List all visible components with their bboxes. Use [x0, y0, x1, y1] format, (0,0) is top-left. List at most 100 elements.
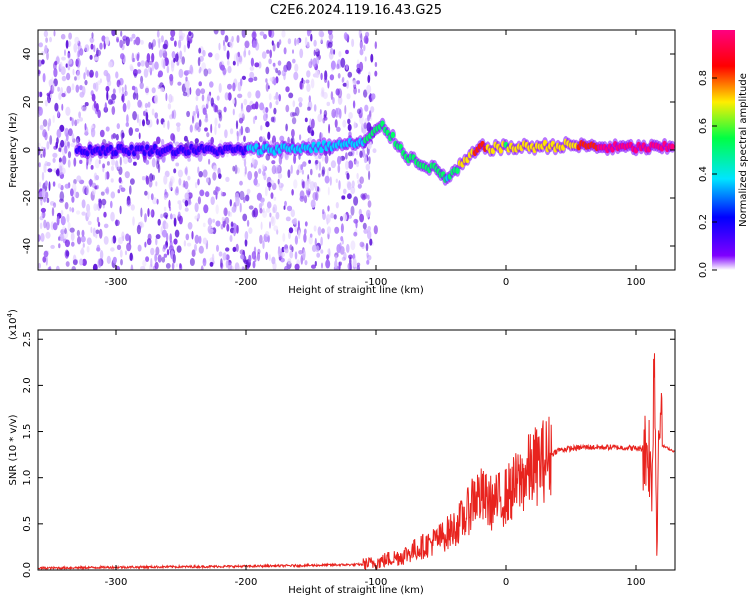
spectrogram-cell: [174, 229, 180, 238]
spectrogram-cell: [107, 79, 112, 87]
spectrogram-cell: [320, 236, 323, 246]
spectrogram-cell: [300, 164, 304, 171]
spectrogram-cell: [214, 53, 220, 61]
spectrogram-cell: [272, 62, 276, 67]
spectrogram-cell: [326, 101, 331, 107]
spectrogram-cell: [251, 103, 257, 110]
spectrogram-cell: [275, 164, 280, 173]
spectrogram-cell: [118, 177, 122, 184]
spectrogram-cell: [86, 246, 90, 253]
y-tick-label: 40: [22, 48, 33, 61]
spectrogram-cell: [240, 108, 245, 118]
spectrogram-cell: [261, 136, 266, 142]
spectrogram-cell: [110, 247, 115, 252]
spectrogram-cell: [346, 172, 350, 180]
spectrogram-cell: [57, 183, 62, 189]
spectrogram-cell: [59, 198, 64, 203]
spectrogram-cell: [184, 200, 189, 207]
spectrogram-cell: [262, 210, 268, 218]
spectrogram-cell: [351, 180, 355, 189]
spectrogram-cell: [250, 57, 254, 67]
spectrogram-cell: [179, 263, 182, 269]
x-tick-label: -100: [365, 277, 388, 288]
spectrogram-cell: [277, 60, 282, 66]
spectrogram-cell: [89, 178, 93, 187]
spectrogram-cell: [370, 53, 374, 63]
spectrogram-cell: [61, 92, 66, 98]
spectrogram-cell: [266, 182, 272, 188]
spectrogram-cell: [252, 260, 256, 269]
spectrogram-cell: [148, 179, 153, 188]
spectrogram-cell: [232, 82, 236, 92]
spectrogram-cell: [285, 86, 290, 93]
y-tick-label: 0: [22, 147, 33, 153]
spectrogram-cell: [126, 114, 129, 124]
spectrogram-cell: [330, 91, 334, 101]
spectrogram-cell: [260, 125, 263, 131]
spectrogram-cell: [166, 65, 170, 74]
spectrogram-cell: [304, 221, 308, 227]
spectrogram-cell: [46, 197, 50, 203]
spectrogram-cell: [265, 121, 270, 128]
spectrogram-cell: [40, 232, 45, 242]
spectrogram-cell: [209, 261, 214, 267]
spectrogram-cell: [292, 58, 296, 64]
spectrogram-cell: [106, 255, 111, 264]
spectrogram-cell: [359, 176, 365, 184]
spectrogram-cell: [60, 209, 64, 216]
spectrogram-cell: [359, 39, 363, 50]
spectrogram-cell: [86, 210, 91, 218]
spectrogram-cell: [252, 40, 258, 48]
spectrogram-cell: [145, 85, 150, 96]
spectrogram-cell: [206, 177, 209, 183]
spectrogram-cell: [182, 91, 188, 97]
spectrogram-cell: [208, 52, 213, 58]
spectrogram-cell: [99, 78, 102, 83]
spectrogram-cell: [160, 87, 165, 93]
spectrogram-cell: [244, 231, 249, 241]
spectrogram-cell: [285, 123, 288, 132]
spectrogram-cell: [42, 256, 47, 263]
spectrogram-cell: [332, 97, 335, 105]
spectrogram-cell: [155, 181, 158, 187]
spectrogram-cell: [254, 62, 260, 68]
spectrogram-cell: [360, 33, 363, 42]
spectrogram-cell: [259, 197, 265, 203]
spectrogram-cell: [67, 52, 71, 59]
snr-x-ticks: -300 -200 -100 0 100: [105, 330, 646, 588]
spectrogram-cell: [102, 163, 106, 169]
spectrogram-cell: [179, 50, 183, 60]
spectrogram-cell: [357, 88, 361, 94]
spectrogram-cell: [64, 183, 70, 189]
spectrogram-cell: [322, 91, 328, 100]
spectrogram-cell: [234, 164, 238, 175]
spectrogram-cell: [201, 94, 205, 102]
spectrogram-cell: [81, 86, 86, 96]
spectrogram-cell: [227, 92, 232, 101]
spectrogram-cell: [57, 110, 60, 117]
spectrogram-cell: [216, 95, 220, 101]
spectrogram-cell: [308, 60, 312, 67]
spectrogram-cell: [344, 105, 347, 115]
spectrogram-cell: [163, 206, 167, 212]
spectrogram-cell: [215, 204, 219, 215]
spectrogram-cell: [347, 71, 353, 78]
spectrogram-cell: [243, 197, 246, 203]
spectrogram-cell: [145, 159, 150, 165]
spectrogram-cell: [150, 193, 154, 201]
spectrogram-cell: [158, 49, 163, 58]
spectrogram-cell: [281, 252, 285, 258]
spectrogram-cell: [187, 40, 191, 49]
spectrogram-cell: [222, 67, 227, 76]
spectrogram-cell: [65, 63, 68, 68]
spectrogram-cell: [267, 85, 270, 90]
spectrogram-cell: [67, 221, 71, 231]
spectrogram-cell: [248, 227, 253, 235]
y-tick-label: 2.0: [22, 377, 33, 393]
spectrogram-cell: [154, 112, 158, 119]
colorbar: 0.0 0.2 0.4 0.6 0.8 Normalized spectral ampl…: [698, 30, 749, 278]
spectrogram-cell: [94, 158, 100, 169]
spectrogram-cell: [95, 184, 100, 190]
spectrogram-cell: [254, 171, 258, 179]
spectrogram-cell: [325, 259, 331, 269]
